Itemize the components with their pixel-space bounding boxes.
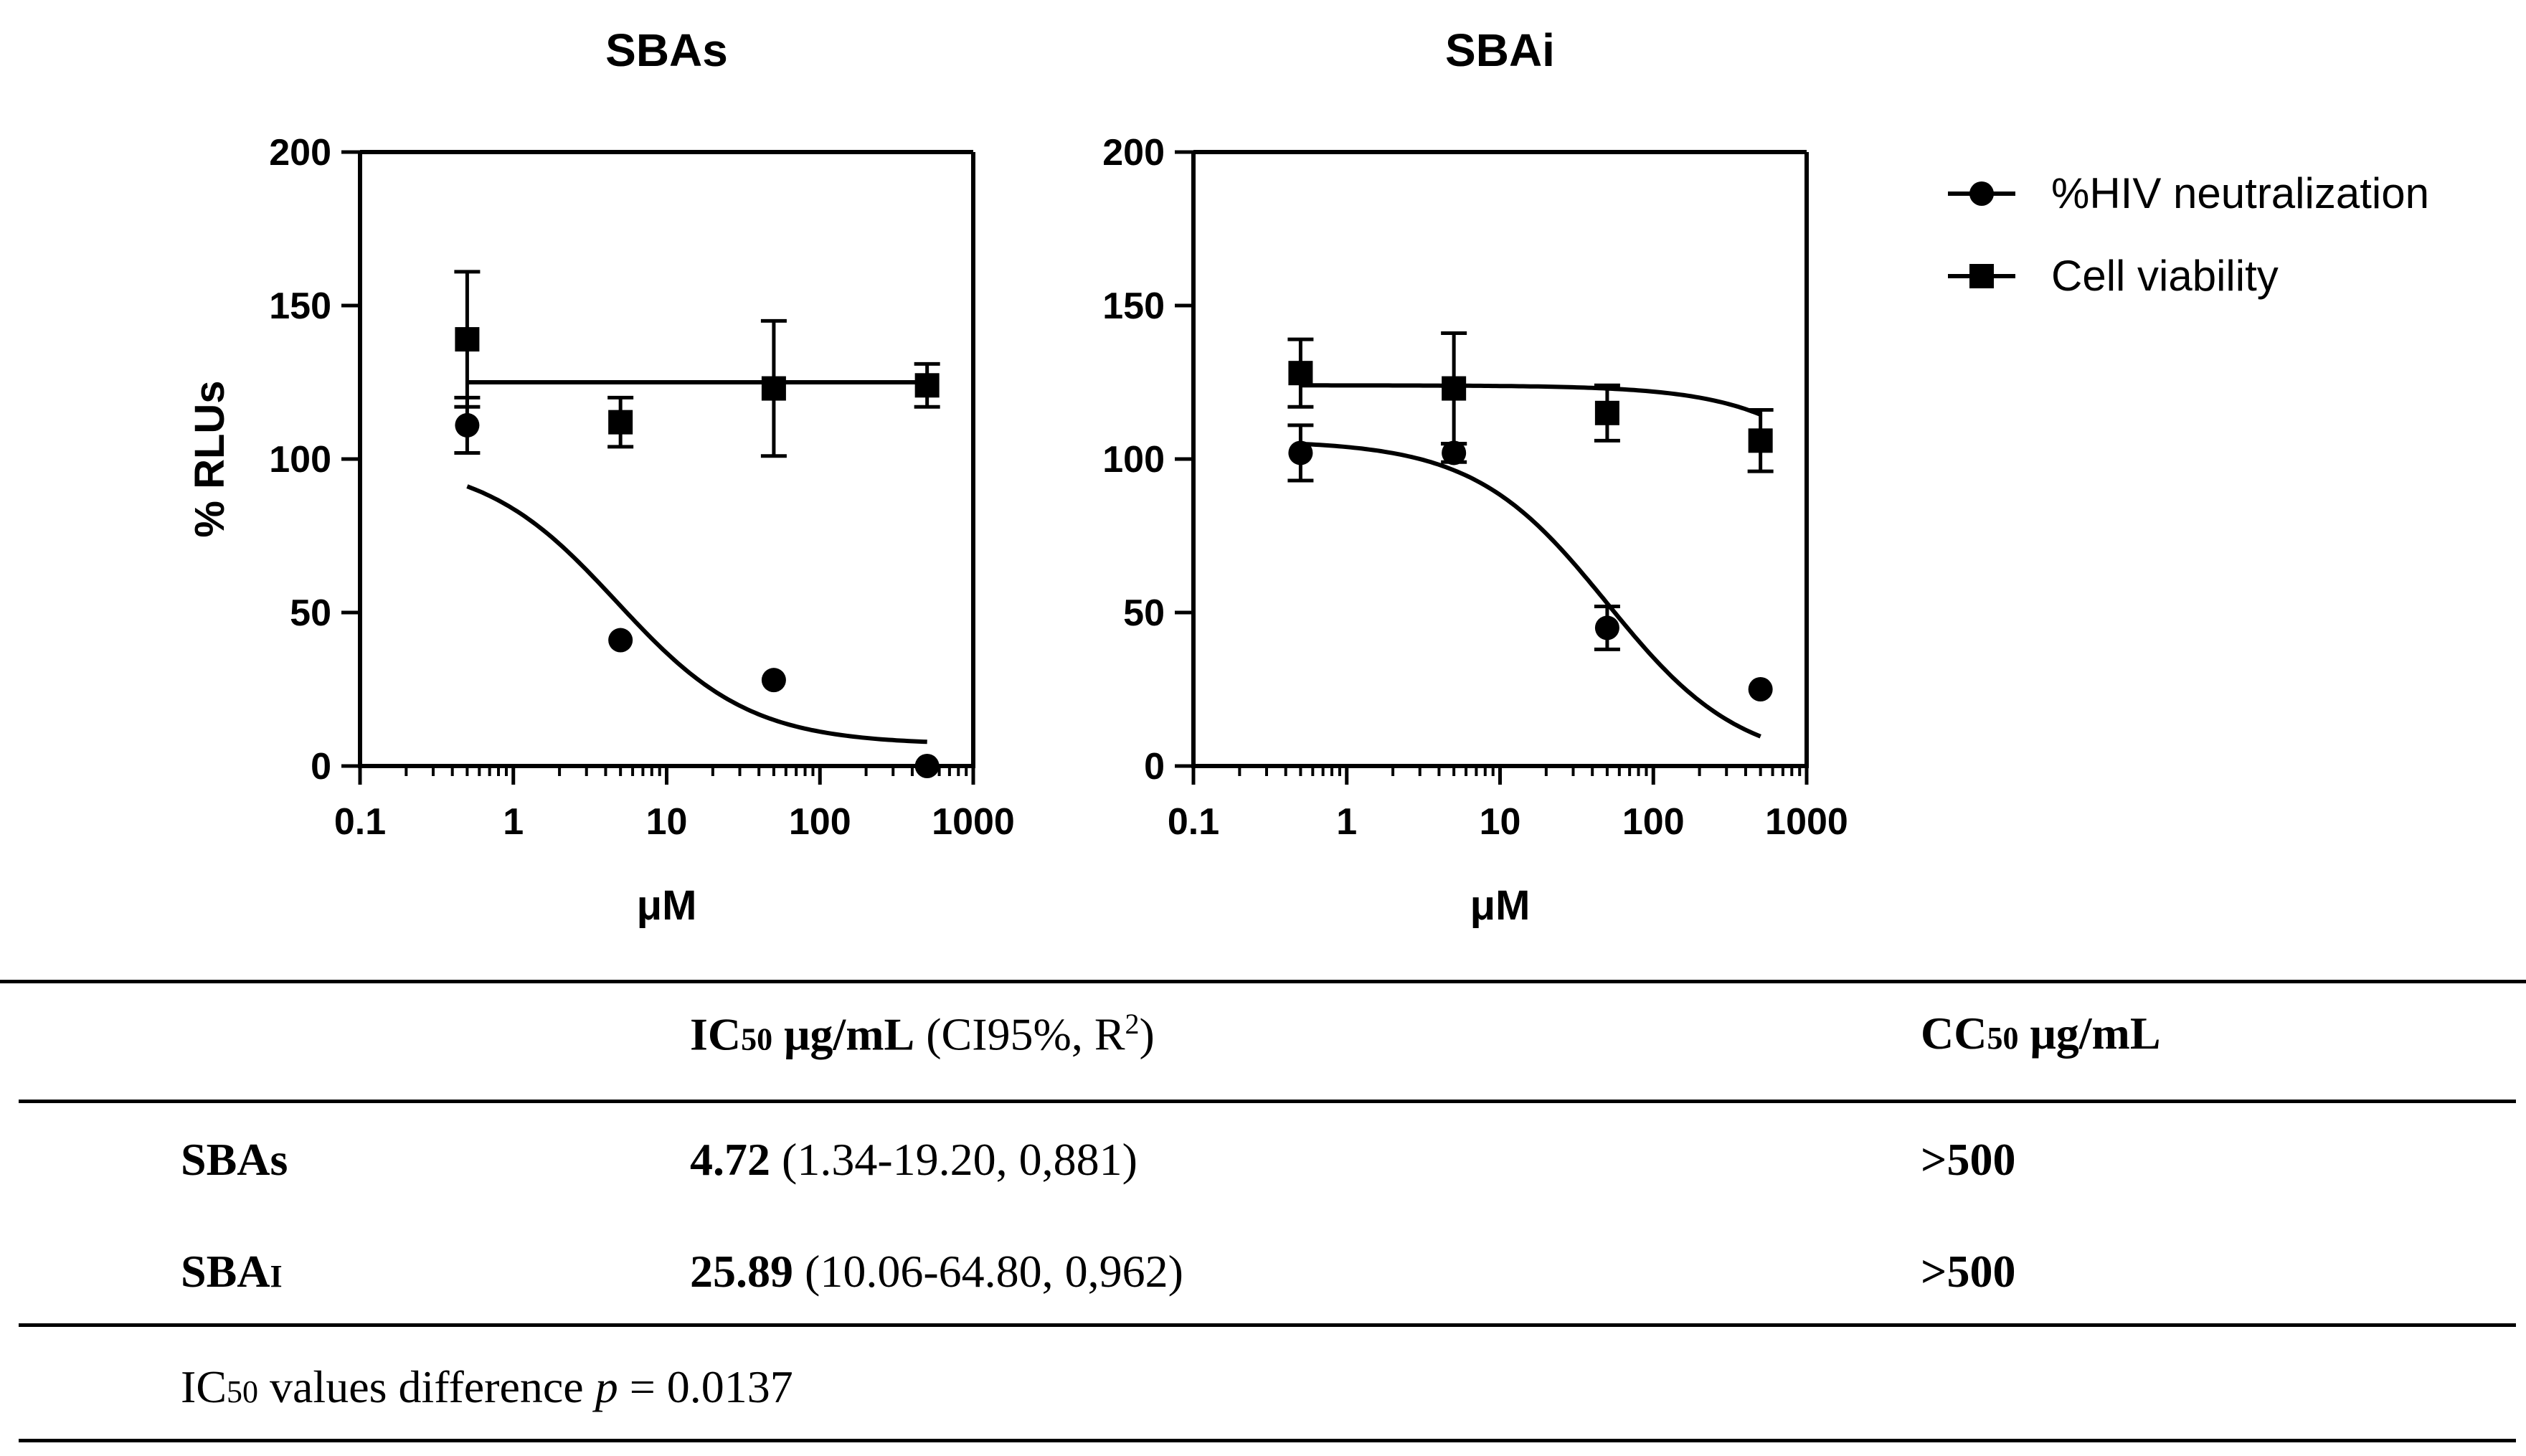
cc50-header-unit: μg/mL [2018,1008,2161,1059]
x-axis-label: μM [1470,882,1531,929]
cc50-header-main: CC [1921,1008,1987,1059]
x-tick-label: 10 [1480,801,1521,843]
chart-title: SBAi [1445,24,1555,76]
chart-sbas: SBAs 0 50 100 150 200 0.1 1 10 100 1000 μM % RLUs [186,24,1015,929]
row-sbai-name: SBAI [181,1245,283,1298]
hiv-neutralization-fit-curve [466,484,927,744]
hiv-neutralization-point [455,412,480,438]
x-tick-label: 0.1 [334,801,386,843]
row-sbas-cc50: >500 [1921,1134,2016,1185]
x-tick-label: 1 [503,801,524,843]
cell-viability-point [455,327,480,352]
cell-viability-point [761,376,786,401]
hiv-neutralization-point [1288,440,1313,465]
ic50-header-sub: 50 [741,1021,773,1057]
footer-sub: 50 [227,1374,258,1409]
footer-text: values difference [258,1361,595,1412]
ic50-header-paren: (CI95%, R [914,1008,1125,1060]
footer-value: = 0.0137 [618,1361,793,1412]
y-tick-label: 0 [1144,746,1165,788]
ic50-value: 4.72 [690,1134,770,1185]
ic50-detail: (10.06-64.80, 0,962) [793,1246,1183,1297]
footer-p: p [595,1361,618,1412]
table-body-rule [19,1323,2516,1327]
ic50-header: IC50 μg/mL (CI95%, R2) [690,1007,1155,1061]
x-tick-label: 100 [789,801,851,843]
row-name: SBAs [181,1134,288,1185]
row-sbas-name: SBAs [181,1133,288,1186]
legend-square-marker [1969,264,1994,288]
y-tick-label: 150 [269,285,331,327]
x-axis-label: μM [637,882,697,929]
x-tick-label: 0.1 [1168,801,1219,843]
results-table: IC50 μg/mL (CI95%, R2) CC50 μg/mL SBAs 4… [0,961,2526,1456]
ic50-value: 25.89 [690,1246,793,1297]
row-sbas-ic50: 4.72 (1.34-19.20, 0,881) [690,1133,1137,1186]
hiv-neutralization-point [1748,677,1773,701]
chart-title: SBAs [605,24,728,76]
legend-label: Cell viability [2051,252,2279,300]
table-top-rule [0,980,2526,983]
r-squared-sup: 2 [1125,1008,1140,1040]
row-name-sub: I [270,1259,283,1294]
cell-viability-point [1594,400,1619,425]
hiv-neutralization-point [761,668,786,693]
cell-viability-point [1748,428,1773,453]
hiv-neutralization-point [914,754,940,778]
cell-viability-point [1442,376,1467,401]
y-axis-label: % RLUs [186,380,233,537]
y-tick-label: 50 [1123,592,1165,634]
table-bottom-rule [19,1439,2516,1442]
y-tick-label: 50 [290,592,331,634]
cell-viability-point [914,373,940,398]
table-footer-note: IC50 values difference p = 0.0137 [181,1361,793,1414]
cc50-header: CC50 μg/mL [1921,1007,2161,1060]
legend: %HIV neutralization Cell viability [1948,169,2429,300]
chart-sbai: SBAi 0 50 100 150 200 0.1 1 10 100 1000 μM [1102,24,1848,929]
y-tick-label: 100 [269,439,331,481]
ic50-header-main: IC [690,1008,742,1060]
cell-viability-point [608,410,633,435]
legend-label: %HIV neutralization [2051,169,2429,217]
y-tick-label: 0 [311,746,331,788]
ic50-detail: (1.34-19.20, 0,881) [770,1134,1137,1185]
footer-prefix: IC [181,1361,227,1412]
hiv-neutralization-point [1442,440,1467,465]
y-tick-label: 200 [1102,132,1165,174]
x-tick-label: 1 [1336,801,1357,843]
x-tick-label: 100 [1622,801,1685,843]
table-header-rule [19,1100,2516,1103]
x-tick-label: 10 [646,801,688,843]
row-name: SBA [181,1246,270,1297]
row-sbai-ic50: 25.89 (10.06-64.80, 0,962) [690,1245,1183,1298]
cell-viability-point [1288,361,1313,386]
ic50-header-unit: μg/mL [772,1008,915,1060]
hiv-neutralization-point [1594,615,1619,640]
ic50-header-paren-close: ) [1139,1008,1155,1060]
hiv-neutralization-fit-curve [1300,441,1761,739]
row-sbai-cc50: >500 [1921,1246,2016,1297]
cc50-header-sub: 50 [1987,1021,2019,1056]
y-tick-label: 150 [1102,285,1165,327]
cell-viability-fit-curve [1300,383,1761,417]
x-tick-label: 1000 [932,801,1015,843]
hiv-neutralization-point [608,628,633,653]
y-tick-label: 200 [269,132,331,174]
legend-circle-marker [1969,181,1994,206]
y-tick-label: 100 [1102,439,1165,481]
x-tick-label: 1000 [1765,801,1848,843]
